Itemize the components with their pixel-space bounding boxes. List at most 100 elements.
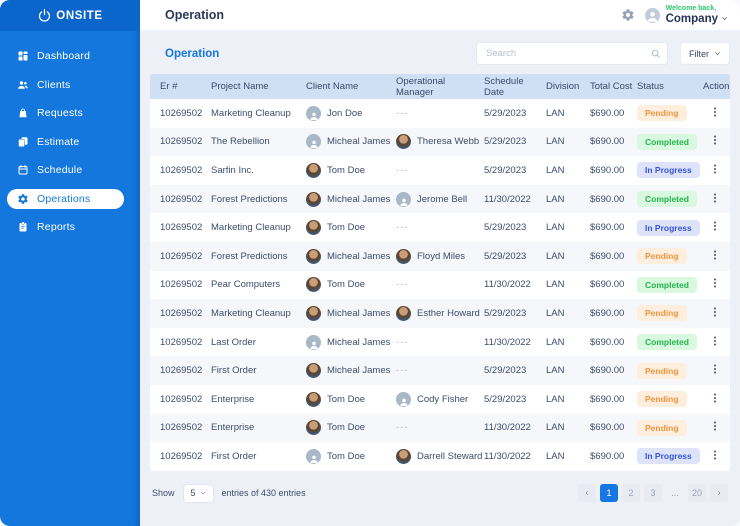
cell-action [703, 304, 730, 323]
manager-name: --- [396, 107, 409, 119]
sidebar-item-reports[interactable]: Reports [7, 217, 124, 237]
table-row: 10269502 First Order Micheal James --- 5… [150, 356, 730, 385]
client-name: Micheal James [327, 365, 391, 377]
kebab-icon [709, 448, 721, 462]
row-actions-button[interactable] [709, 104, 723, 120]
kebab-icon [709, 191, 721, 205]
cell-total-cost: $690.00 [590, 279, 625, 291]
cell-client: Micheal James [306, 134, 396, 150]
cell-status: In Progress [637, 162, 703, 179]
kebab-icon [709, 362, 721, 376]
cell-status: Completed [637, 191, 703, 208]
row-actions-button[interactable] [709, 333, 723, 349]
manager-avatar [396, 448, 411, 464]
entries-text: entries of 430 entries [221, 488, 306, 499]
row-actions-button[interactable] [709, 132, 723, 148]
kebab-icon [709, 305, 721, 319]
cell-er: 10269502 [160, 107, 203, 119]
status-badge: Pending [637, 248, 687, 265]
row-actions-button[interactable] [709, 161, 723, 177]
column-header: Total Cost [590, 81, 633, 92]
operations-table: Er # Project Name Client Name Operational M… [150, 74, 730, 471]
sidebar-item-dashboard[interactable]: Dashboard [7, 46, 124, 66]
row-actions-button[interactable] [709, 418, 723, 434]
cell-project: Marketing Cleanup [211, 107, 291, 119]
cell-schedule-date: 5/29/2023 [484, 250, 527, 262]
cell-manager: --- [396, 279, 484, 290]
row-actions-button[interactable] [709, 390, 723, 406]
filter-button[interactable]: Filter [680, 42, 730, 65]
pagination-page-20[interactable]: 20 [688, 484, 706, 503]
table-row: 10269502 Sarfin Inc. Tom Doe --- 5/29/20… [150, 156, 730, 185]
cell-manager: --- [396, 222, 484, 233]
cell-status: Completed [637, 334, 703, 351]
person-icon [309, 340, 319, 350]
account-name: Company [665, 12, 718, 25]
sidebar-item-requests[interactable]: Requests [7, 103, 124, 123]
sidebar-item-schedule[interactable]: Schedule [7, 160, 124, 180]
cell-schedule-date: 5/29/2023 [484, 107, 527, 119]
kebab-icon [709, 391, 721, 405]
kebab-icon [709, 419, 721, 433]
pagination-page-1[interactable]: 1 [600, 484, 618, 503]
cell-schedule-date: 5/29/2023 [484, 307, 527, 319]
row-actions-button[interactable] [709, 275, 723, 291]
row-actions-button[interactable] [709, 247, 723, 263]
search-icon [650, 48, 661, 59]
cell-client: Micheal James [306, 363, 396, 379]
cell-division: LAN [546, 307, 565, 319]
row-actions-button[interactable] [709, 304, 723, 320]
client-avatar [306, 220, 321, 236]
toolbar: Operation Filter [150, 42, 730, 65]
row-actions-button[interactable] [709, 218, 723, 234]
cell-total-cost: $690.00 [590, 307, 625, 319]
kebab-icon [709, 162, 721, 176]
client-name: Tom Doe [327, 279, 366, 291]
search-input[interactable] [476, 42, 668, 65]
row-actions-button[interactable] [709, 190, 723, 206]
cell-status: Completed [637, 133, 703, 150]
sidebar-item-operations[interactable]: Operations [7, 188, 124, 209]
cell-client: Tom Doe [306, 220, 396, 236]
cell-action [703, 104, 730, 123]
sidebar-nav: Dashboard Clients Requests Estimate Sche… [0, 31, 140, 237]
cell-er: 10269502 [160, 250, 203, 262]
cell-schedule-date: 11/30/2022 [484, 279, 531, 291]
table-row: 10269502 Pear Computers Tom Doe --- 11/3… [150, 270, 730, 300]
cell-er: 10269502 [160, 365, 203, 377]
cell-client: Micheal James [306, 305, 396, 321]
cell-total-cost: $690.00 [590, 365, 625, 377]
row-actions-button[interactable] [709, 361, 723, 377]
pagination: 1 2 3... 20 [578, 484, 728, 503]
cell-client: Tom Doe [306, 391, 396, 407]
account-text: Welcome back, Company [665, 5, 728, 25]
account-menu[interactable]: Welcome back, Company [644, 5, 728, 25]
page-size-select[interactable]: 5 [182, 483, 214, 503]
client-avatar [306, 277, 321, 293]
content: Operation Filter Er # Project Name Client … [140, 31, 740, 503]
cell-division: LAN [546, 336, 565, 348]
manager-avatar [396, 391, 411, 407]
pagination-next-button[interactable] [710, 484, 728, 503]
operations-icon [17, 193, 29, 205]
kebab-icon [709, 133, 721, 147]
cell-action [703, 275, 730, 294]
client-avatar [306, 391, 321, 407]
cell-status: Pending [637, 362, 703, 379]
sidebar-item-clients[interactable]: Clients [7, 75, 124, 95]
sidebar-item-estimate[interactable]: Estimate [7, 132, 124, 152]
client-name: Tom Doe [327, 450, 366, 462]
cell-division: LAN [546, 250, 565, 262]
client-avatar [306, 305, 321, 321]
settings-button[interactable] [621, 8, 635, 22]
sidebar: ONSITE Dashboard Clients Requests Estima… [0, 0, 140, 526]
pagination-prev-button[interactable] [578, 484, 596, 503]
pagination-page-3[interactable]: 3 [644, 484, 662, 503]
pagination-page-2[interactable]: 2 [622, 484, 640, 503]
row-actions-button[interactable] [709, 447, 723, 463]
client-avatar [306, 105, 321, 121]
cell-er: 10269502 [160, 336, 203, 348]
table-row: 10269502 Marketing Cleanup Jon Doe --- 5… [150, 99, 730, 128]
column-header: Action [703, 81, 730, 92]
